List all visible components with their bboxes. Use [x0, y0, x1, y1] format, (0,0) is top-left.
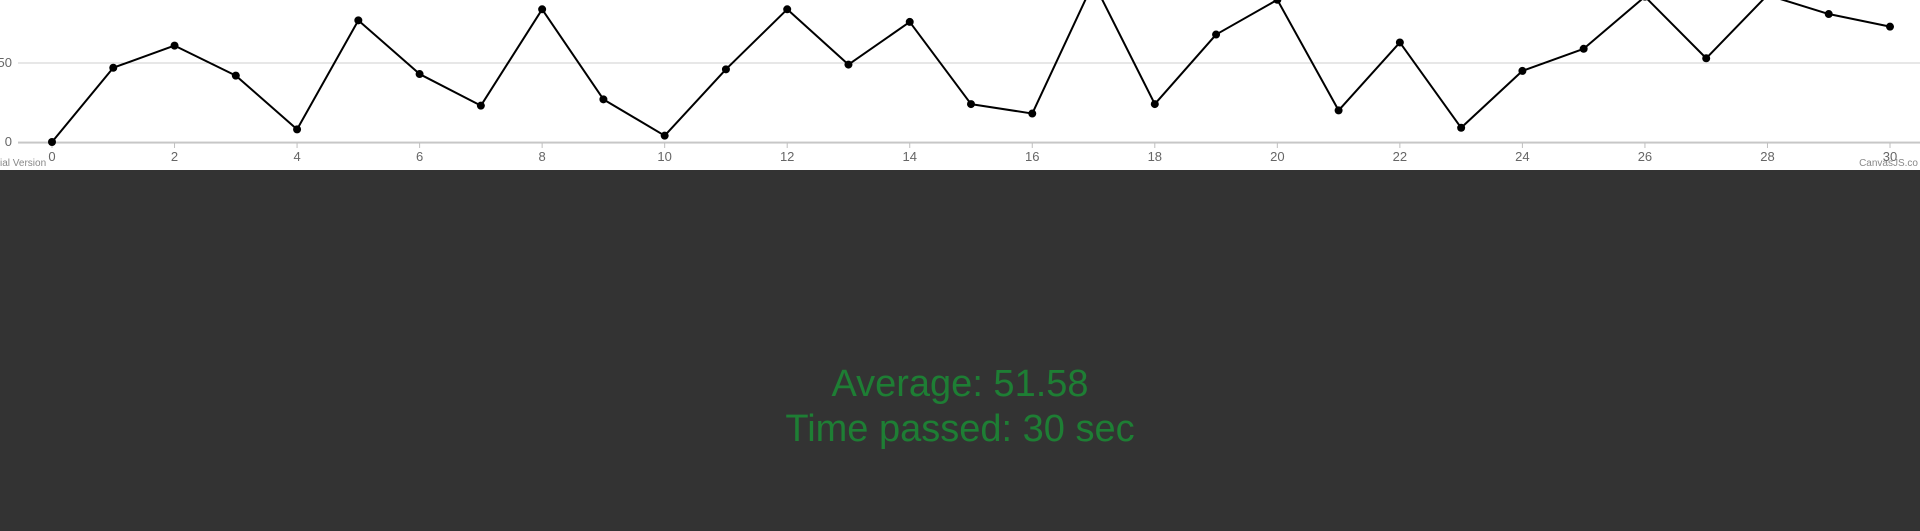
data-point — [660, 131, 669, 140]
x-tick-label: 18 — [1148, 149, 1162, 164]
data-point — [1642, 0, 1648, 1]
data-point — [170, 41, 179, 50]
data-point — [1395, 38, 1404, 47]
series-line — [51, 0, 1891, 143]
x-tick-label: 12 — [780, 149, 794, 164]
data-point — [415, 70, 424, 79]
data-point — [1518, 66, 1527, 75]
watermark-left: ial Version — [0, 158, 46, 169]
data-point — [1702, 54, 1711, 63]
x-tick-label: 22 — [1393, 149, 1407, 164]
data-point — [476, 101, 485, 110]
data-point — [538, 5, 547, 14]
data-point — [844, 60, 853, 69]
data-point — [1824, 10, 1833, 19]
average-text: Average: 51.58 — [831, 363, 1089, 405]
watermark-right: CanvasJS.co — [1859, 158, 1918, 169]
stats-panel: Average: 51.58 Time passed: 30 sec — [0, 362, 1920, 452]
data-point — [599, 95, 608, 104]
data-point — [1334, 106, 1343, 115]
data-point — [967, 100, 975, 109]
data-point — [1273, 0, 1282, 4]
x-tick-label: 2 — [171, 149, 178, 164]
chart-panel: 0 50 0 2 4 6 8 10 12 14 16 18 20 22 24 26 28 30 ial Versi… — [0, 0, 1920, 170]
x-tick-label: 28 — [1760, 149, 1774, 164]
y-tick-label: 0 — [5, 134, 12, 149]
time-passed-text: Time passed: 30 sec — [785, 408, 1135, 450]
data-point — [1150, 100, 1159, 109]
x-tick-label: 30 — [1883, 149, 1897, 164]
data-point — [293, 125, 302, 134]
x-tick-label: 14 — [902, 149, 916, 164]
data-point — [48, 138, 56, 146]
data-point — [109, 63, 118, 72]
data-point — [1028, 109, 1037, 118]
x-tick-label: 8 — [539, 149, 546, 164]
data-point — [1579, 44, 1588, 53]
x-tick-label: 6 — [416, 149, 423, 164]
data-point — [354, 16, 363, 25]
data-point — [231, 71, 240, 80]
x-tick-label: 16 — [1025, 149, 1039, 164]
data-point — [1212, 30, 1221, 39]
data-point — [783, 5, 792, 14]
x-tick-label: 4 — [293, 149, 300, 164]
data-point — [905, 17, 914, 26]
y-tick-label: 50 — [0, 55, 12, 70]
data-point — [721, 65, 730, 74]
x-tick-label: 24 — [1515, 149, 1529, 164]
x-tick-label: 10 — [657, 149, 671, 164]
data-point — [1886, 22, 1894, 31]
x-tick-label: 26 — [1638, 149, 1652, 164]
data-point — [1457, 123, 1466, 132]
x-tick-label: 20 — [1270, 149, 1284, 164]
x-tick-label: 0 — [48, 149, 55, 164]
